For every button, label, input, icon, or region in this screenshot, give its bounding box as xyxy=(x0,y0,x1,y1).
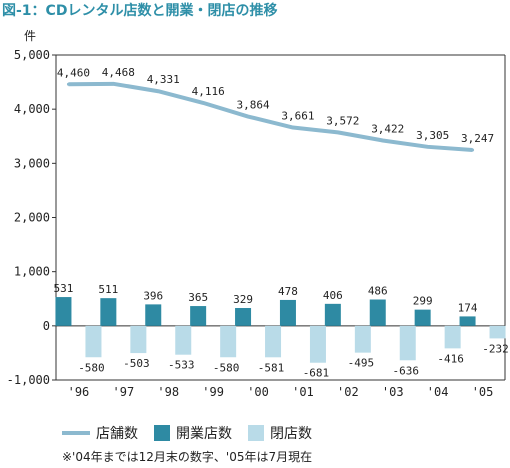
point-stores xyxy=(246,115,250,119)
y-tick-label: 0 xyxy=(43,319,50,333)
data-label-stores: 3,661 xyxy=(281,110,314,123)
bar-openings xyxy=(414,309,431,326)
bar-closings xyxy=(444,325,461,349)
data-label-closings: -580 xyxy=(78,361,105,374)
x-tick-label: '01 xyxy=(292,385,314,399)
x-tick-label: '00 xyxy=(247,385,269,399)
bar-closings xyxy=(85,325,102,358)
point-stores xyxy=(156,89,160,93)
data-label-stores: 4,468 xyxy=(102,66,135,79)
legend-label-openings: 開業店数 xyxy=(176,426,232,442)
x-tick-label: '99 xyxy=(202,385,224,399)
bar-openings xyxy=(324,303,341,326)
data-label-stores: 3,864 xyxy=(236,99,269,112)
legend-item-openings: 開業店数 xyxy=(154,423,232,443)
data-label-stores: 3,247 xyxy=(461,132,494,145)
data-label-stores: 4,116 xyxy=(192,85,225,98)
data-label-closings: -580 xyxy=(213,361,240,374)
bar-openings xyxy=(459,316,476,326)
footnote: ※'04年までは12月末の数字、'05年は7月現在 xyxy=(62,450,313,464)
bar-closings xyxy=(399,325,416,361)
bar-closings xyxy=(175,325,192,355)
y-tick-label: 1,000 xyxy=(14,265,50,279)
y-tick-label: 2,000 xyxy=(14,211,50,225)
x-tick-label: '05 xyxy=(472,385,494,399)
data-label-closings: -503 xyxy=(123,357,150,370)
bar-openings xyxy=(279,299,296,326)
legend-swatch-openings xyxy=(154,425,170,441)
data-label-openings: 365 xyxy=(188,291,208,304)
bar-closings xyxy=(265,325,282,358)
bar-openings xyxy=(235,308,252,326)
point-stores xyxy=(111,82,115,86)
data-label-stores: 3,422 xyxy=(371,122,404,135)
x-tick-label: '96 xyxy=(68,385,90,399)
data-label-closings: -636 xyxy=(393,364,420,377)
y-tick-label: 5,000 xyxy=(14,48,50,62)
figure-title: 図-1：CDレンタル店数と開業・閉店の推移 xyxy=(2,3,278,19)
bar-closings xyxy=(489,325,506,339)
point-stores xyxy=(381,138,385,142)
data-label-closings: -416 xyxy=(437,352,464,365)
point-stores xyxy=(471,148,475,152)
point-stores xyxy=(336,130,340,134)
bar-openings xyxy=(55,297,72,326)
data-label-stores: 4,460 xyxy=(57,66,90,79)
legend-label-closings: 閉店数 xyxy=(270,426,312,442)
point-stores xyxy=(66,82,70,86)
bar-openings xyxy=(369,299,386,326)
data-label-openings: 486 xyxy=(368,285,388,298)
data-label-openings: 511 xyxy=(98,283,118,296)
line-stores xyxy=(68,81,473,152)
legend-label-stores: 店舗数 xyxy=(96,426,138,442)
legend-item-closings: 閉店数 xyxy=(248,423,312,443)
data-label-openings: 396 xyxy=(143,289,163,302)
legend-item-stores: 店舗数 xyxy=(62,423,138,443)
bar-closings xyxy=(220,325,237,358)
data-label-closings: -681 xyxy=(303,367,330,380)
bar-openings xyxy=(145,304,162,326)
data-label-closings: -495 xyxy=(348,357,375,370)
y-axis-label: 件 xyxy=(24,29,36,43)
y-tick-label: -1,000 xyxy=(7,373,50,387)
data-label-openings: 531 xyxy=(54,282,74,295)
data-label-closings: -533 xyxy=(168,359,195,372)
data-label-openings: 478 xyxy=(278,285,298,298)
data-label-openings: 329 xyxy=(233,293,253,306)
x-tick-label: '97 xyxy=(113,385,135,399)
x-tick-label: '03 xyxy=(382,385,404,399)
y-tick-label: 4,000 xyxy=(14,102,50,116)
data-label-openings: 174 xyxy=(458,301,478,314)
point-stores xyxy=(201,101,205,105)
bar-closings xyxy=(354,325,371,353)
y-tick-label: 3,000 xyxy=(14,156,50,170)
point-stores xyxy=(426,145,430,149)
bar-openings xyxy=(190,306,207,326)
legend-swatch-stores xyxy=(62,431,90,435)
x-tick-label: '98 xyxy=(157,385,179,399)
data-label-stores: 3,305 xyxy=(416,129,449,142)
legend-swatch-closings xyxy=(248,425,264,441)
bar-closings xyxy=(309,325,326,363)
data-label-openings: 406 xyxy=(323,289,343,302)
data-label-closings: -581 xyxy=(258,361,285,374)
legend: 店舗数 開業店数 閉店数 xyxy=(62,423,328,443)
x-tick-label: '02 xyxy=(337,385,359,399)
x-tick-label: '04 xyxy=(427,385,449,399)
bar-closings xyxy=(130,325,147,354)
data-label-openings: 299 xyxy=(413,295,433,308)
point-stores xyxy=(291,126,295,130)
chart: 5,000 4,000 3,000 2,000 1,000 0 -1,000 件 '96 '97 '… xyxy=(7,29,509,399)
data-label-stores: 4,331 xyxy=(147,73,180,86)
bar-openings xyxy=(100,298,117,326)
data-label-closings: -232 xyxy=(482,342,509,355)
data-label-stores: 3,572 xyxy=(326,114,359,127)
